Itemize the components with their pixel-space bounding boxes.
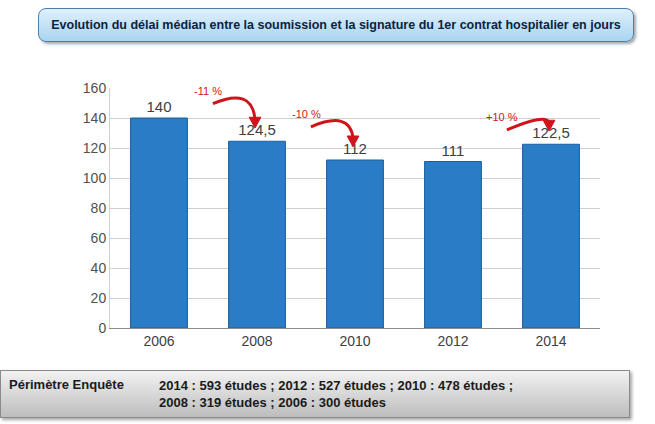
svg-text:0: 0 [98,320,106,336]
svg-text:120: 120 [83,140,107,156]
html-text:Evolution du délai médian entr: Evolution du délai médian entre la soumi… [51,18,621,32]
svg-text:2014: 2014 [535,333,566,349]
svg-text:-11 %: -11 % [194,85,222,97]
html-text:2014 : 593 études ; 2012 : 527: 2014 : 593 études ; 2012 : 527 études ; … [159,378,514,393]
svg-text:80: 80 [91,200,107,216]
svg-text:112: 112 [343,140,367,157]
html-text:2008 : 319 études ; 2006 : 300: 2008 : 319 études ; 2006 : 300 études [159,395,386,410]
svg-text:2010: 2010 [339,333,370,349]
svg-text:111: 111 [442,142,465,159]
svg-text:2012: 2012 [437,333,468,349]
svg-text:124,5: 124,5 [238,121,276,138]
svg-text:20: 20 [91,290,107,306]
svg-text:40: 40 [91,260,107,276]
svg-text:100: 100 [83,170,107,186]
svg-text:2008: 2008 [241,333,272,349]
html-text:Périmètre Enquête: Périmètre Enquête [9,377,124,392]
svg-text:140: 140 [83,110,107,126]
svg-text:-10 %: -10 % [292,108,321,120]
svg-text:122,5: 122,5 [532,124,570,141]
svg-text:160: 160 [83,80,107,96]
svg-text:60: 60 [91,230,107,246]
svg-text:+10 %: +10 % [486,111,518,123]
svg-text:140: 140 [146,98,171,115]
svg-text:2006: 2006 [143,333,174,349]
